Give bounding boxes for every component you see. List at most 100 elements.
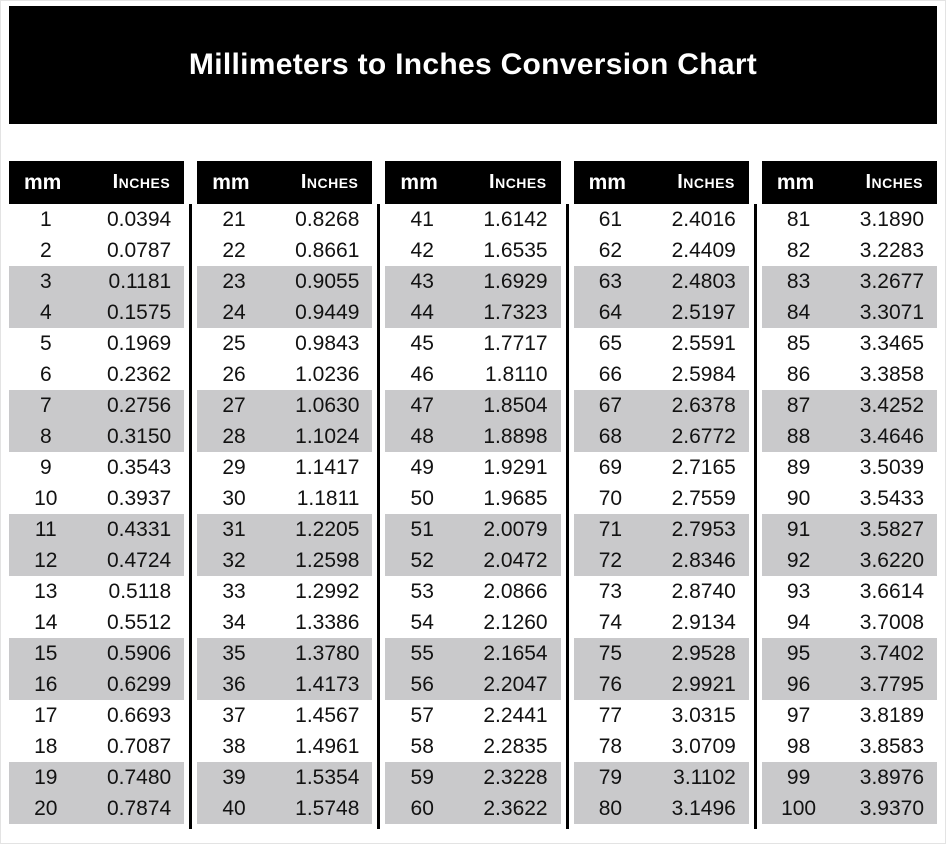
column-divider [565, 204, 569, 829]
inches-value: 2.5591 [671, 331, 736, 355]
inches-value: 2.0472 [483, 548, 548, 572]
table-row: 72 2.8346 [573, 545, 749, 576]
inches-value: 3.4646 [859, 424, 925, 448]
mm-value: 55 [410, 641, 434, 665]
table-row: 21 0.8268 [197, 204, 372, 235]
mm-header-label: mm [776, 170, 815, 194]
mm-value: 19 [34, 765, 58, 789]
mm-value: 6 [39, 362, 52, 386]
inches-value: 2.9134 [671, 610, 736, 634]
mm-value: 60 [410, 796, 434, 820]
inches-header-label: Inches [112, 171, 171, 193]
inches-value: 1.4173 [295, 672, 360, 696]
mm-value: 67 [598, 393, 623, 417]
table-row: 19 0.7480 [9, 762, 185, 793]
inches-value: 2.8740 [671, 579, 736, 603]
mm-value: 27 [222, 393, 246, 417]
mm-value: 70 [598, 486, 623, 510]
table-row: 35 1.3780 [197, 638, 373, 669]
inches-value: 2.2047 [483, 672, 548, 696]
inches-value: 3.5039 [859, 455, 925, 479]
inches-value: 1.1417 [295, 455, 360, 479]
mm-value: 61 [598, 207, 623, 231]
table-row: 9 0.3543 [9, 452, 184, 483]
mm-value: 4 [39, 300, 52, 324]
table-row: 65 2.5591 [574, 328, 749, 359]
inches-value: 1.6142 [483, 207, 548, 231]
inches-value: 0.5906 [106, 641, 172, 665]
table-row: 7 0.2756 [9, 390, 185, 421]
mm-value: 66 [598, 362, 623, 386]
mm-value: 71 [598, 517, 623, 541]
mm-value: 2 [39, 238, 52, 262]
table-row: 84 3.3071 [761, 297, 938, 328]
inches-value: 2.0079 [483, 517, 548, 541]
table-row: 12 0.4724 [9, 545, 185, 576]
inches-value: 3.0709 [671, 734, 736, 758]
table-row: 90 3.5433 [762, 483, 937, 514]
mm-value: 94 [786, 610, 811, 634]
inches-value: 2.0866 [483, 579, 548, 603]
mm-value: 81 [786, 207, 811, 231]
table-row: 55 2.1654 [385, 638, 561, 669]
mm-value: 98 [786, 734, 811, 758]
table-row: 34 1.3386 [197, 607, 372, 638]
table-row: 13 0.5118 [9, 576, 184, 607]
table-row: 53 2.0866 [385, 576, 560, 607]
mm-value: 73 [598, 579, 623, 603]
table-row: 83 3.2677 [761, 266, 938, 297]
mm-value: 64 [598, 300, 623, 324]
mm-value: 33 [222, 579, 246, 603]
inches-header-label: Inches [677, 171, 735, 193]
table-row: 26 1.0236 [197, 359, 372, 390]
table-row: 96 3.7795 [761, 669, 938, 700]
table-row: 27 1.0630 [197, 390, 373, 421]
table-row: 16 0.6299 [9, 669, 185, 700]
inches-value: 3.4252 [859, 393, 925, 417]
inches-value: 0.1969 [106, 331, 172, 355]
table-row: 78 3.0709 [574, 731, 749, 762]
table-row: 50 1.9685 [385, 483, 560, 514]
table-row: 61 2.4016 [574, 204, 749, 235]
mm-value: 97 [786, 703, 811, 727]
inches-value: 2.7165 [671, 455, 736, 479]
table-row: 95 3.7402 [761, 638, 938, 669]
table-row: 31 1.2205 [197, 514, 373, 545]
mm-header-label: mm [212, 170, 250, 194]
table-row: 91 3.5827 [761, 514, 938, 545]
table-row: 5 0.1969 [9, 328, 184, 359]
column-rows: 81 3.1890 82 3.2283 83 3.2677 84 3.3071 85 3.3465… [761, 204, 938, 824]
inches-value: 1.8504 [483, 393, 548, 417]
mm-value: 25 [222, 331, 246, 355]
mm-value: 86 [786, 362, 811, 386]
table-row: 76 2.9921 [573, 669, 749, 700]
mm-value: 51 [410, 517, 434, 541]
inches-value: 3.1496 [671, 796, 736, 820]
table-row: 66 2.5984 [574, 359, 749, 390]
table-row: 43 1.6929 [385, 266, 561, 297]
inches-value: 2.9921 [671, 672, 736, 696]
mm-value: 45 [410, 331, 434, 355]
table-row: 41 1.6142 [385, 204, 560, 235]
table-row: 82 3.2283 [762, 235, 937, 266]
inches-value: 0.4331 [106, 517, 172, 541]
table-row: 58 2.2835 [385, 731, 560, 762]
inches-value: 1.5354 [295, 765, 360, 789]
inches-header-label: Inches [300, 171, 359, 193]
table-column-group: mm Inches 21 0.8268 22 0.8661 23 0.9055 24 0.9449… [197, 161, 373, 824]
table-row: 38 1.4961 [197, 731, 372, 762]
mm-value: 79 [598, 765, 623, 789]
inches-value: 0.3150 [106, 424, 172, 448]
mm-value: 93 [786, 579, 811, 603]
inches-value: 0.8661 [295, 238, 360, 262]
inches-value: 0.3937 [106, 486, 172, 510]
mm-value: 57 [410, 703, 434, 727]
mm-value: 68 [598, 424, 623, 448]
inches-value: 1.0630 [295, 393, 360, 417]
table-row: 36 1.4173 [197, 669, 373, 700]
table-row: 64 2.5197 [573, 297, 749, 328]
mm-value: 21 [222, 207, 246, 231]
mm-value: 63 [598, 269, 623, 293]
table-row: 10 0.3937 [9, 483, 184, 514]
inches-value: 2.3622 [483, 796, 548, 820]
